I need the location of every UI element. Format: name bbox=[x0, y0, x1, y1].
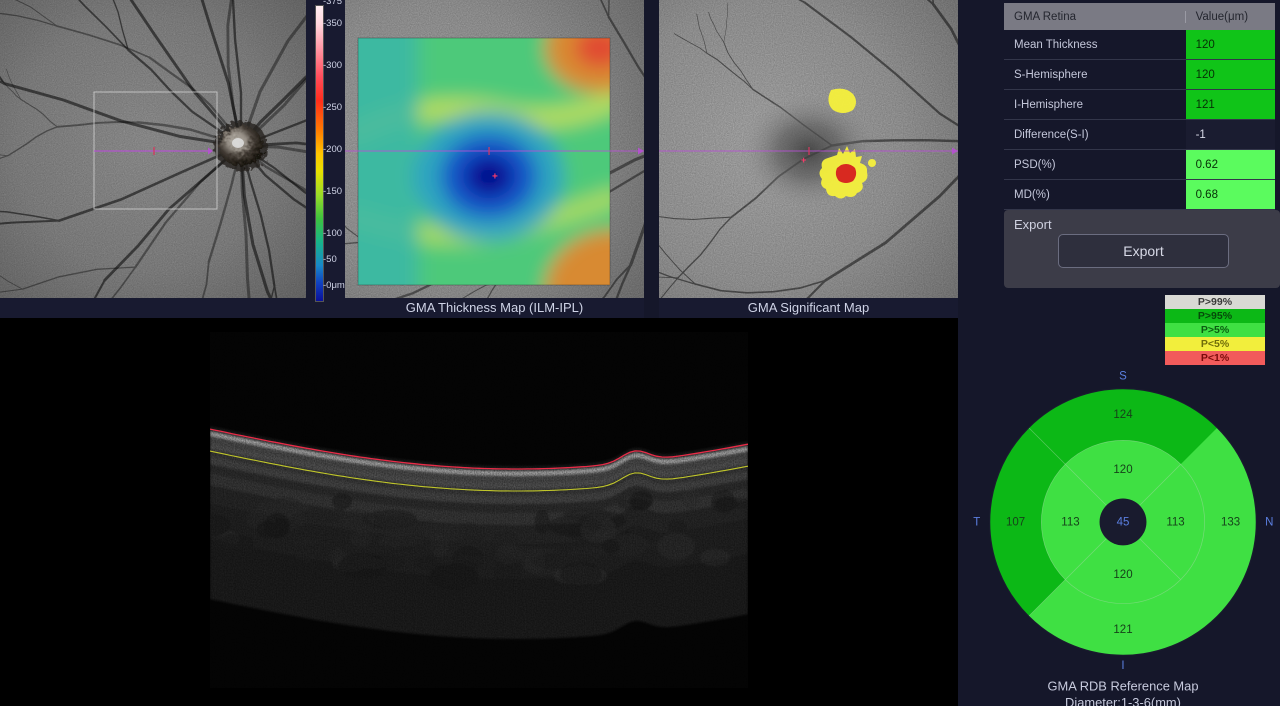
svg-text:107: 107 bbox=[1006, 517, 1025, 529]
svg-text:N: N bbox=[1265, 517, 1273, 529]
svg-text:133: 133 bbox=[1221, 517, 1240, 529]
svg-text:T: T bbox=[973, 517, 980, 529]
svg-text:124: 124 bbox=[1113, 409, 1133, 421]
svg-text:S: S bbox=[1119, 370, 1127, 382]
svg-text:120: 120 bbox=[1113, 569, 1132, 581]
svg-text:113: 113 bbox=[1166, 517, 1184, 529]
svg-text:45: 45 bbox=[1117, 517, 1130, 529]
svg-text:113: 113 bbox=[1061, 517, 1079, 529]
svg-text:120: 120 bbox=[1113, 464, 1132, 476]
svg-text:121: 121 bbox=[1113, 624, 1132, 636]
svg-text:+: + bbox=[801, 155, 806, 165]
svg-text:GMA RDB Reference Map: GMA RDB Reference Map bbox=[1048, 678, 1199, 693]
svg-text:+: + bbox=[492, 171, 498, 182]
svg-text:Diameter:1-3-6(mm): Diameter:1-3-6(mm) bbox=[1065, 695, 1181, 706]
svg-text:I: I bbox=[1121, 660, 1124, 672]
